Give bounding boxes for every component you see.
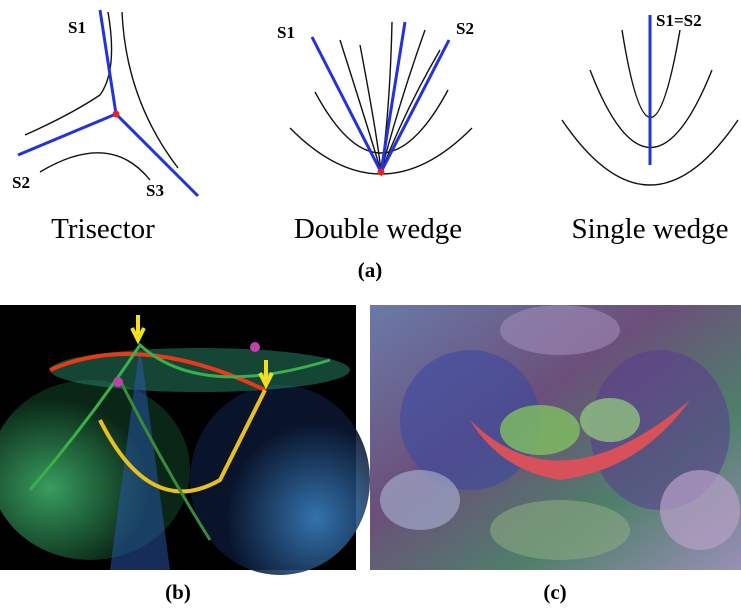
diagram-name: Single wedge <box>571 213 728 245</box>
separatrix-label: S2 <box>12 173 30 192</box>
separatrix <box>18 10 198 196</box>
degenerate-point <box>378 169 385 176</box>
separatrix-label: S3 <box>146 181 164 200</box>
streamline <box>315 90 448 153</box>
streamline <box>122 12 178 168</box>
separatrix <box>312 22 449 172</box>
panel-caption: (c) <box>543 580 566 604</box>
degenerate-point <box>113 111 120 118</box>
streamline <box>40 153 150 180</box>
separatrix-label: S1 <box>277 23 295 42</box>
panel-caption: (a) <box>358 258 383 282</box>
render-c <box>370 305 741 570</box>
separatrix-label: S1=S2 <box>656 11 702 30</box>
panel-caption: (b) <box>165 580 191 604</box>
separatrix-label: S1 <box>68 18 86 37</box>
render-b <box>0 305 370 575</box>
diagram-name: Double wedge <box>294 213 462 245</box>
separatrix-label: S2 <box>456 19 474 38</box>
diagram-name: Trisector <box>51 213 155 245</box>
trisector-diagram: S1 S2 S3 Trisector <box>12 10 198 245</box>
single-wedge-diagram: S1=S2 Single wedge <box>562 11 738 245</box>
double-wedge-diagram: S1 S2 Double wedge <box>277 19 474 245</box>
figure: S1 S2 S3 Trisector S1 S2 Double wedge S1… <box>0 0 741 609</box>
